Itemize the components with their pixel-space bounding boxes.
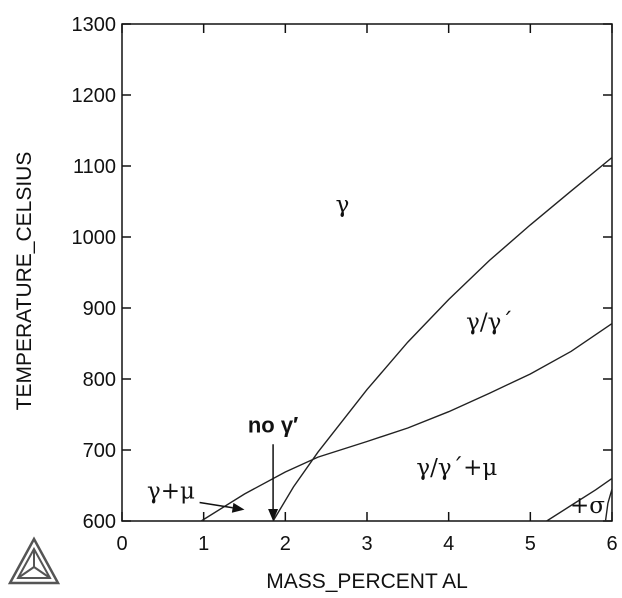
- x-axis-title: MASS_PERCENT AL: [266, 570, 468, 593]
- axis-ticks: [121, 23, 613, 522]
- y-tick-label: 1300: [72, 14, 117, 36]
- tick-labels: 0 1 2 3 4 5 6 600 700 800 900 1000 1100 1200 1300: [72, 14, 618, 555]
- y-tick-label: 900: [83, 298, 116, 320]
- y-tick-label: 1000: [72, 227, 117, 249]
- y-axis-title: TEMPERATURE_CELSIUS: [13, 152, 36, 411]
- y-tick-label: 800: [83, 369, 116, 391]
- x-tick-label: 1: [198, 533, 209, 555]
- y-tick-label: 600: [83, 511, 116, 533]
- annotation-label: γ/γ´+μ: [416, 455, 497, 481]
- x-tick-label: 3: [361, 533, 372, 555]
- x-tick-label: 2: [280, 533, 291, 555]
- annotation-label: γ+μ: [147, 478, 195, 504]
- arrow-head: [231, 502, 245, 513]
- phase-boundary-2: [200, 323, 613, 522]
- annotation-label: no γ′: [248, 412, 299, 437]
- annotation-label: +σ: [570, 493, 605, 519]
- phase-boundary-3: [546, 477, 613, 522]
- x-tick-label: 4: [443, 533, 454, 555]
- x-tick-label: 0: [116, 533, 127, 555]
- annotation-arrows: [199, 444, 279, 521]
- phase-boundary-4: [604, 488, 613, 522]
- y-tick-label: 700: [83, 440, 116, 462]
- no-gamma-prime-arrow: [268, 444, 279, 521]
- phase-boundaries: [200, 156, 613, 522]
- y-tick-label: 1100: [73, 156, 116, 178]
- gamma-mu-pointer-arrow: [199, 501, 245, 513]
- x-tick-label: 6: [606, 533, 617, 555]
- annotation-label: γ: [336, 192, 350, 218]
- arrow-shaft: [199, 501, 233, 509]
- phase-annotations: γ γ/γ´ γ/γ´+μ γ+μ no γ′ +σ: [147, 192, 605, 519]
- plot-border: [121, 23, 613, 522]
- phase-boundary-1: [272, 156, 613, 522]
- plot-frame: [121, 23, 613, 522]
- y-tick-label: 1200: [72, 85, 117, 107]
- software-logo-icon: [7, 536, 61, 585]
- arrow-head: [268, 509, 279, 521]
- annotation-label: γ/γ´: [466, 309, 513, 335]
- x-tick-label: 5: [525, 533, 536, 555]
